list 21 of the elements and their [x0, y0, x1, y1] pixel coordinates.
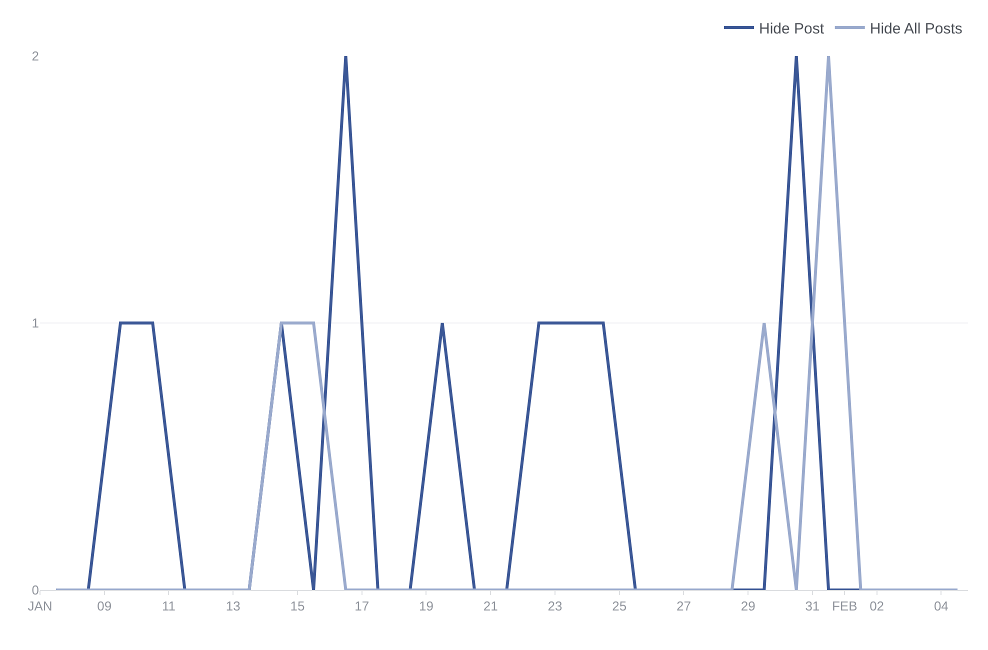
x-tick-label: 15: [290, 598, 305, 614]
x-tick-label: FEB: [832, 598, 858, 614]
x-tick-label: 13: [226, 598, 240, 614]
x-tick-label: 29: [740, 598, 756, 614]
x-tick-label: 04: [934, 598, 948, 614]
x-tick-label: 19: [418, 598, 434, 614]
x-tick-label: 17: [354, 598, 370, 614]
x-tick-label: 31: [805, 598, 820, 614]
y-tick-label: 1: [32, 316, 39, 331]
x-tick-label: 23: [548, 598, 562, 614]
x-tick-label: 11: [162, 598, 176, 614]
x-tick-label: 25: [612, 598, 627, 614]
y-tick-label: 2: [32, 48, 39, 64]
y-tick-label: 0: [32, 582, 39, 598]
x-tick-label: JAN: [28, 598, 52, 614]
x-tick-label: 09: [97, 598, 112, 614]
x-tick-label: 27: [676, 598, 691, 614]
x-tick-label: 02: [870, 598, 884, 614]
legend-label: Hide All Posts: [870, 20, 962, 38]
x-tick-label: 21: [483, 598, 498, 614]
legend-label: Hide Post: [759, 20, 825, 38]
